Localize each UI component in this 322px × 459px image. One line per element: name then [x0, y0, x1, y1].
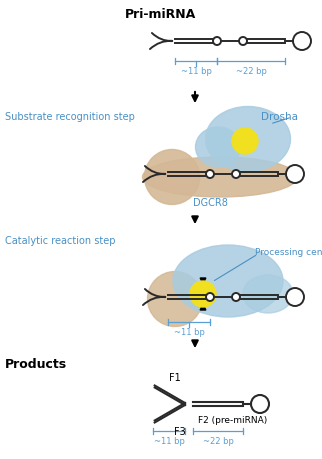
Text: Products: Products — [5, 357, 67, 370]
Ellipse shape — [205, 107, 290, 172]
Ellipse shape — [145, 150, 200, 205]
Ellipse shape — [173, 246, 283, 317]
Text: ~11 bp: ~11 bp — [174, 327, 204, 336]
Circle shape — [286, 288, 304, 306]
Circle shape — [239, 38, 247, 46]
Circle shape — [232, 171, 240, 179]
Text: Pri-miRNA: Pri-miRNA — [125, 8, 197, 21]
Ellipse shape — [195, 128, 241, 168]
Text: Catalytic reaction step: Catalytic reaction step — [5, 235, 116, 246]
Text: F3: F3 — [174, 426, 186, 436]
Circle shape — [293, 33, 311, 51]
Text: Drosha: Drosha — [261, 112, 298, 122]
Ellipse shape — [143, 157, 298, 197]
Text: ~11 bp: ~11 bp — [181, 67, 212, 76]
Circle shape — [206, 171, 214, 179]
Circle shape — [251, 395, 269, 413]
Text: Processing center: Processing center — [255, 247, 322, 257]
Text: ~22 bp: ~22 bp — [236, 67, 266, 76]
Ellipse shape — [147, 272, 203, 327]
Text: F2 (pre-miRNA): F2 (pre-miRNA) — [198, 415, 268, 424]
Ellipse shape — [243, 275, 293, 313]
Text: DGCR8: DGCR8 — [193, 197, 228, 207]
Text: Substrate recognition step: Substrate recognition step — [5, 112, 135, 122]
Circle shape — [206, 293, 214, 302]
Circle shape — [232, 129, 258, 155]
Circle shape — [232, 293, 240, 302]
Circle shape — [286, 166, 304, 184]
Text: ~11 bp: ~11 bp — [154, 436, 185, 445]
Circle shape — [190, 281, 216, 308]
Circle shape — [213, 38, 221, 46]
Text: ~22 bp: ~22 bp — [203, 436, 233, 445]
Text: F1: F1 — [169, 372, 181, 382]
